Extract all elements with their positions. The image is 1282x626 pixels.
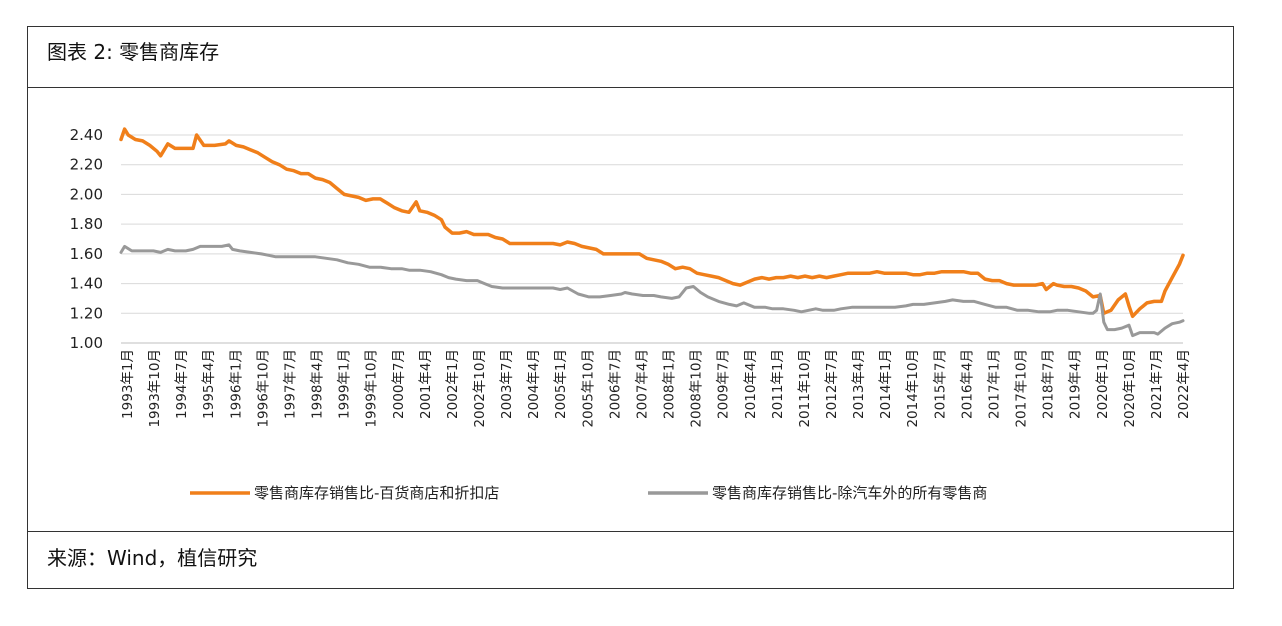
- x-tick-label: 1999年1月: [337, 349, 353, 419]
- x-tick-label: 2010年4月: [743, 349, 759, 419]
- figure-frame: [27, 26, 1234, 589]
- x-tick-label: 2002年1月: [445, 349, 461, 419]
- x-tick-label: 2002年10月: [472, 349, 488, 428]
- x-tick-label: 2006年7月: [607, 349, 623, 419]
- x-tick-label: 1995年4月: [201, 349, 217, 419]
- figure-source-row: 来源：Wind，植信研究: [27, 531, 1234, 589]
- legend-label-2: 零售商库存销售比-除汽车外的所有零售商: [712, 484, 987, 502]
- x-tick-label: 1993年10月: [147, 349, 163, 428]
- x-tick-label: 2008年10月: [689, 349, 705, 428]
- x-tick-label: 2020年10月: [1122, 349, 1138, 428]
- y-tick-label: 1.80: [70, 215, 103, 233]
- x-tick-label: 2018年7月: [1041, 349, 1057, 419]
- x-tick-label: 2004年4月: [526, 349, 542, 419]
- legend-label-1: 零售商库存销售比-百货商店和折扣店: [254, 484, 499, 502]
- figure-title-row: 图表 2: 零售商库存: [27, 26, 1234, 88]
- x-tick-label: 2020年1月: [1095, 349, 1111, 419]
- x-tick-label: 1996年1月: [228, 349, 244, 419]
- x-tick-label: 2016年4月: [959, 349, 975, 419]
- x-tick-label: 2014年10月: [905, 349, 921, 428]
- series-line-2: [119, 243, 1185, 338]
- x-tick-label: 2017年1月: [986, 349, 1002, 419]
- x-tick-label: 2011年1月: [770, 349, 786, 419]
- x-tick-label: 2015年7月: [932, 349, 948, 419]
- x-tick-label: 2021年7月: [1149, 349, 1165, 419]
- x-tick-label: 1994年7月: [174, 349, 190, 419]
- x-tick-label: 2019年4月: [1068, 349, 1084, 419]
- x-tick-label: 1993年1月: [120, 349, 136, 419]
- x-tick-label: 2012年7月: [824, 349, 840, 419]
- x-tick-label: 2003年7月: [499, 349, 515, 419]
- x-tick-label: 2001年4月: [418, 349, 434, 419]
- x-tick-label: 2009年7月: [716, 349, 732, 419]
- x-tick-label: 2007年4月: [634, 349, 650, 419]
- y-tick-label: 2.40: [70, 126, 103, 144]
- series-line-1: [119, 127, 1185, 319]
- y-tick-label: 1.60: [70, 245, 103, 263]
- y-tick-label: 2.00: [70, 185, 103, 203]
- x-tick-label: 2008年1月: [662, 349, 678, 419]
- x-tick-label: 2014年1月: [878, 349, 894, 419]
- x-tick-label: 2005年10月: [580, 349, 596, 428]
- figure-title: 图表 2: 零售商库存: [47, 40, 220, 64]
- x-tick-label: 2013年4月: [851, 349, 867, 419]
- x-tick-label: 1997年7月: [282, 349, 298, 419]
- x-tick-label: 2005年1月: [553, 349, 569, 419]
- x-tick-label: 1996年10月: [255, 349, 271, 428]
- y-tick-label: 1.00: [70, 334, 103, 352]
- x-tick-label: 2022年4月: [1176, 349, 1192, 419]
- x-tick-label: 2000年7月: [391, 349, 407, 419]
- x-tick-label: 1999年10月: [364, 349, 380, 428]
- figure-source: 来源：Wind，植信研究: [47, 546, 258, 570]
- y-tick-label: 1.40: [70, 275, 103, 293]
- x-tick-label: 2017年10月: [1014, 349, 1030, 428]
- x-tick-label: 2011年10月: [797, 349, 813, 428]
- x-tick-label: 1998年4月: [310, 349, 326, 419]
- y-tick-label: 2.20: [70, 156, 103, 174]
- y-tick-label: 1.20: [70, 304, 103, 322]
